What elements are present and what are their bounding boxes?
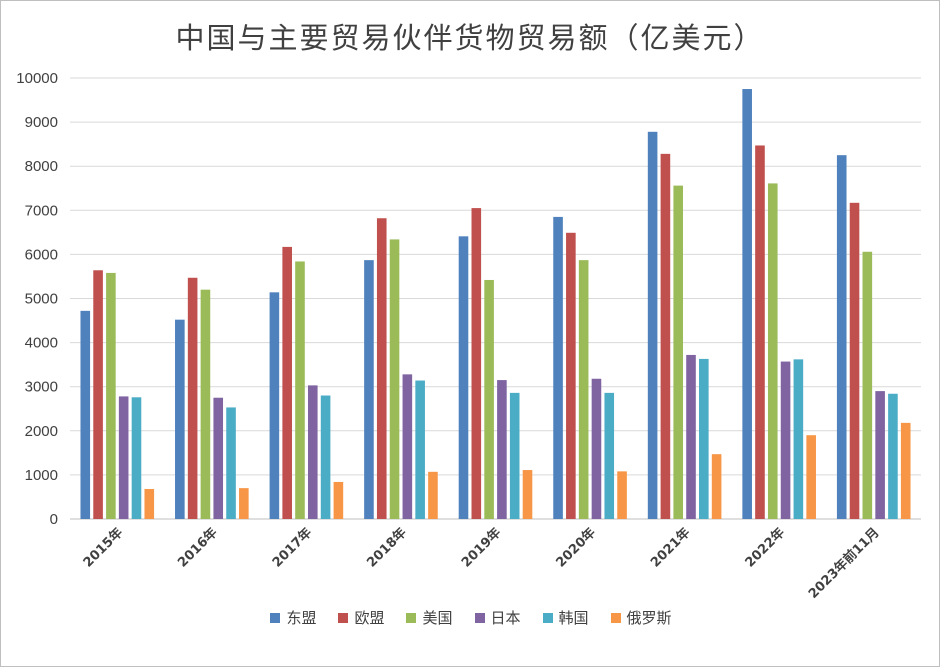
bar	[862, 251, 873, 519]
y-tick-label: 0	[50, 511, 58, 528]
bar	[131, 397, 142, 519]
legend-label: 日本	[490, 609, 521, 627]
legend-swatch	[542, 612, 553, 623]
bar	[415, 380, 425, 519]
bar	[566, 232, 576, 519]
bar	[80, 310, 91, 519]
bar	[364, 260, 374, 519]
y-tick-label: 9000	[25, 114, 58, 131]
bar	[875, 391, 885, 519]
bar	[888, 393, 898, 519]
x-tick-label: 2020年	[553, 525, 599, 571]
legend-item: 韩国	[542, 607, 589, 628]
legend-item: 欧盟	[338, 607, 384, 628]
bar	[578, 260, 589, 519]
bar	[239, 488, 249, 519]
x-tick-label: 2017年	[269, 525, 315, 571]
bar	[522, 470, 533, 519]
bar	[553, 216, 563, 520]
bar	[428, 471, 438, 519]
bar	[849, 202, 860, 520]
bar	[333, 481, 344, 519]
x-tick-label: 2019年	[458, 525, 504, 571]
legend-label: 欧盟	[354, 609, 385, 627]
bar	[509, 392, 520, 519]
y-tick-label: 10000	[16, 70, 58, 87]
x-tick-label: 2015年	[80, 525, 126, 571]
x-tick-label: 2021年	[647, 525, 693, 571]
bar	[175, 319, 185, 519]
bar	[806, 435, 816, 519]
y-tick-label: 4000	[25, 335, 58, 352]
bar	[144, 489, 155, 519]
bar	[647, 131, 658, 519]
bar	[742, 89, 752, 520]
bar	[673, 185, 684, 519]
x-tick-label: 2018年	[364, 525, 410, 571]
y-tick-label: 1000	[25, 467, 58, 484]
bar	[711, 454, 722, 519]
bar	[402, 374, 413, 519]
bar	[320, 395, 331, 519]
bar	[187, 277, 198, 519]
bar	[699, 358, 709, 519]
y-tick-label: 8000	[25, 158, 58, 175]
y-tick-label: 5000	[25, 291, 58, 308]
legend-item: 日本	[474, 607, 521, 628]
x-tick-label: 2016年	[175, 525, 221, 571]
legend-item: 美国	[406, 607, 453, 628]
bar	[591, 378, 602, 519]
legend-label: 俄罗斯	[626, 609, 672, 627]
bar	[793, 359, 804, 519]
bar	[780, 361, 791, 519]
legend-swatch	[474, 612, 485, 623]
bar	[458, 236, 469, 519]
bar	[93, 270, 103, 519]
legend: 东盟 欧盟 美国 日本 韩国 俄罗斯	[1, 607, 940, 628]
bar	[200, 289, 211, 519]
bar	[106, 272, 116, 519]
bar	[604, 392, 615, 519]
chart-title: 中国与主要贸易伙伴货物贸易额（亿美元）	[175, 21, 765, 55]
bar	[836, 155, 847, 520]
bar	[900, 422, 911, 519]
bar	[307, 385, 318, 519]
x-tick-label: 2023年前11月	[805, 525, 882, 602]
bar	[295, 261, 305, 519]
bar	[376, 218, 387, 519]
x-tick-label: 2022年	[742, 525, 788, 571]
bar	[269, 292, 280, 519]
bar	[686, 354, 696, 519]
bar	[767, 183, 778, 520]
bar	[118, 396, 129, 519]
legend-label: 东盟	[286, 609, 317, 627]
bar	[484, 279, 494, 519]
legend-swatch	[406, 612, 417, 623]
legend-swatch	[338, 612, 349, 623]
bar	[471, 208, 482, 519]
bar	[497, 380, 507, 519]
bar	[660, 153, 671, 520]
legend-swatch	[270, 612, 281, 623]
y-tick-label: 7000	[25, 202, 58, 219]
bar	[282, 246, 292, 519]
y-tick-label: 6000	[25, 246, 58, 263]
y-tick-label: 3000	[25, 379, 58, 396]
legend-item: 俄罗斯	[610, 607, 672, 628]
legend-swatch	[610, 612, 621, 623]
bar	[755, 145, 765, 519]
legend-label: 美国	[422, 609, 453, 627]
legend-label: 韩国	[558, 609, 589, 627]
y-tick-label: 2000	[25, 423, 58, 440]
bar	[617, 471, 627, 519]
bar	[389, 239, 400, 519]
legend-item: 东盟	[270, 607, 316, 628]
bar	[213, 397, 224, 519]
bar	[226, 407, 236, 519]
